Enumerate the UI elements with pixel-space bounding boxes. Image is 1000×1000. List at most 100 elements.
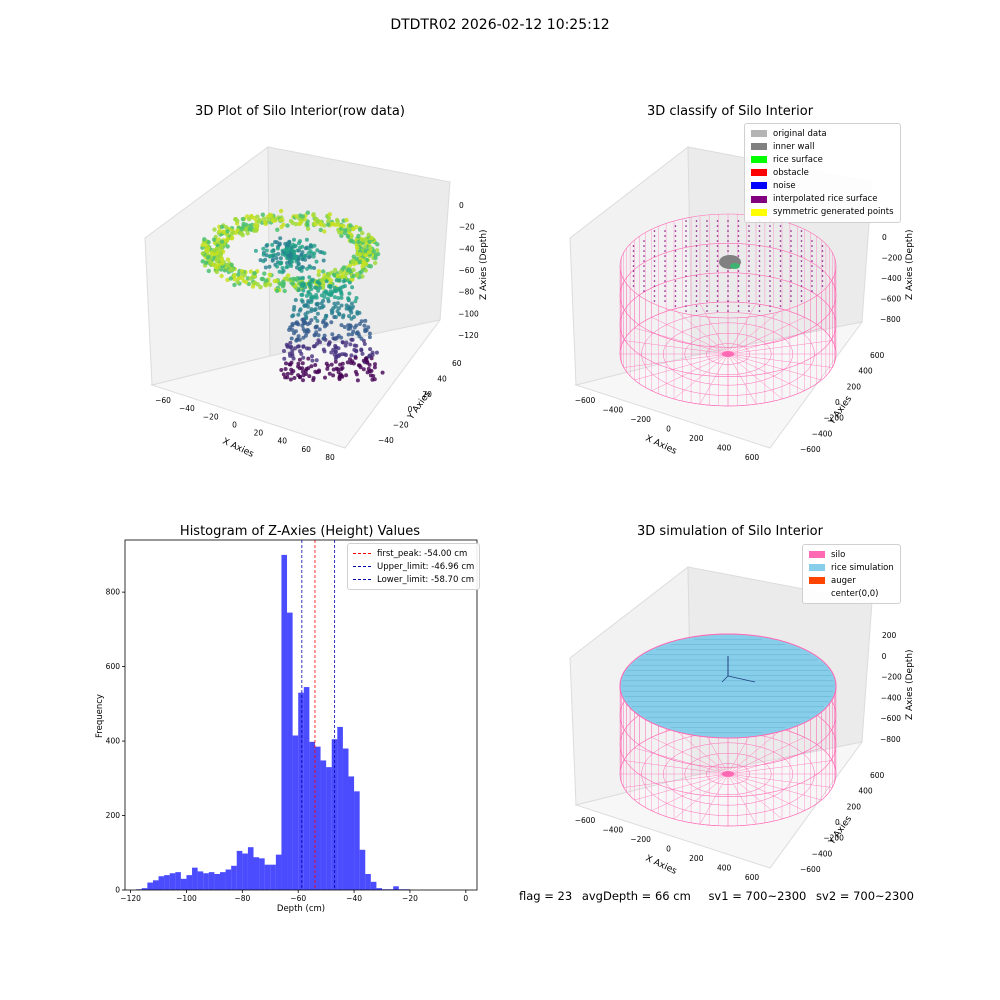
classify-interpolated-point — [716, 245, 719, 247]
raw-point — [343, 343, 348, 348]
raw-x-axis-label: X Axies — [221, 437, 256, 460]
raw-point — [303, 285, 308, 290]
classify-interpolated-point — [727, 280, 729, 282]
raw-point — [309, 364, 314, 369]
histogram-bar — [175, 872, 181, 890]
raw-point — [331, 306, 336, 311]
raw-point — [289, 371, 294, 376]
legend-swatch — [751, 195, 767, 203]
classify-interpolated-point — [769, 265, 771, 267]
raw-point — [211, 237, 217, 242]
classify-interpolated-point — [716, 295, 719, 297]
raw-point — [337, 278, 342, 283]
classify-z-tick-label: −400 — [881, 274, 902, 283]
raw-point — [368, 373, 373, 378]
classify-interpolated-point — [821, 260, 824, 262]
classify-interpolated-point — [632, 265, 635, 267]
raw-point — [319, 293, 324, 298]
histogram-bar — [359, 849, 366, 890]
raw-point — [306, 304, 311, 309]
legend-label: Lower_limit: -58.70 cm — [377, 574, 475, 585]
classify-z-tick-label: −200 — [882, 254, 903, 263]
classify-interpolated-point — [811, 250, 813, 252]
legend-label: auger — [831, 575, 856, 586]
classify-interpolated-point — [811, 240, 813, 242]
classify-interpolated-point — [800, 255, 803, 257]
classify-interpolated-point — [779, 240, 782, 242]
raw-point — [251, 228, 257, 233]
raw-point — [305, 226, 311, 231]
raw-point — [303, 246, 308, 251]
classify-interpolated-point — [769, 280, 771, 282]
raw-point — [367, 239, 372, 244]
classify-interpolated-point — [674, 235, 677, 237]
raw-point — [258, 284, 263, 290]
raw-point — [341, 265, 347, 270]
raw-point — [225, 229, 230, 234]
raw-point — [263, 221, 268, 227]
classify-interpolated-point — [790, 295, 792, 297]
classify-interpolated-point — [790, 240, 792, 242]
raw-point — [310, 354, 314, 359]
classify-interpolated-point — [800, 300, 803, 302]
classify-interpolated-point — [653, 230, 656, 232]
raw-point — [367, 369, 372, 374]
classify-interpolated-point — [643, 280, 645, 282]
raw-point — [292, 376, 297, 380]
classify-interpolated-point — [695, 295, 698, 297]
raw-point — [283, 241, 288, 246]
classify-interpolated-point — [706, 310, 708, 312]
raw-point — [208, 260, 213, 265]
raw-point — [296, 361, 301, 366]
simulation-z-tick-label: −400 — [881, 693, 902, 702]
classify-interpolated-point — [706, 275, 708, 277]
classify-interpolated-point — [779, 275, 782, 277]
classify-rice-surface-cluster — [730, 263, 740, 269]
classify-interpolated-point — [748, 295, 750, 297]
raw-point — [356, 332, 361, 336]
raw-point — [228, 276, 233, 281]
raw-point — [297, 266, 302, 271]
classify-interpolated-point — [695, 220, 698, 222]
classify-interpolated-point — [716, 300, 719, 302]
raw-point — [340, 352, 345, 357]
raw-point — [346, 323, 351, 328]
raw-point — [357, 310, 362, 315]
classify-interpolated-point — [748, 275, 750, 277]
raw-x-tick-label: 20 — [254, 429, 264, 438]
raw-point — [262, 271, 267, 276]
classify-interpolated-point — [748, 255, 750, 257]
legend-line — [353, 566, 371, 568]
classify-interpolated-point — [758, 240, 761, 242]
classify-silo-floor-spoke — [699, 303, 729, 355]
raw-point — [294, 214, 299, 219]
raw-point — [300, 299, 305, 304]
raw-point — [240, 216, 246, 222]
raw-point — [277, 281, 283, 286]
classify-interpolated-point — [748, 230, 750, 232]
raw-point — [359, 348, 364, 353]
simulation-silo-floor-spoke — [699, 773, 729, 825]
raw-point — [323, 375, 327, 380]
raw-point — [360, 230, 365, 236]
raw-point — [225, 277, 230, 283]
classify-interpolated-point — [653, 255, 656, 257]
raw-point — [279, 224, 284, 230]
classify-interpolated-point — [706, 240, 708, 242]
raw-point — [356, 239, 361, 245]
raw-point — [341, 315, 345, 320]
raw-point — [270, 242, 275, 247]
classify-silo-center-marker — [722, 351, 734, 357]
simulation-x-tick-label: −400 — [603, 826, 624, 835]
legend-lower-limit: Lower_limit: -58.70 cm — [353, 573, 474, 586]
simulation-silo-center-marker — [722, 771, 734, 777]
raw-x-ticks: −60 −40 −20 0 20 40 60 80 — [155, 396, 335, 462]
raw-point — [339, 292, 344, 297]
raw-point — [219, 224, 225, 230]
raw-point — [301, 378, 305, 383]
raw-point — [309, 287, 314, 292]
classify-interpolated-point — [758, 225, 761, 227]
raw-point — [313, 222, 318, 227]
raw-point — [300, 361, 305, 366]
classify-interpolated-point — [674, 300, 677, 302]
